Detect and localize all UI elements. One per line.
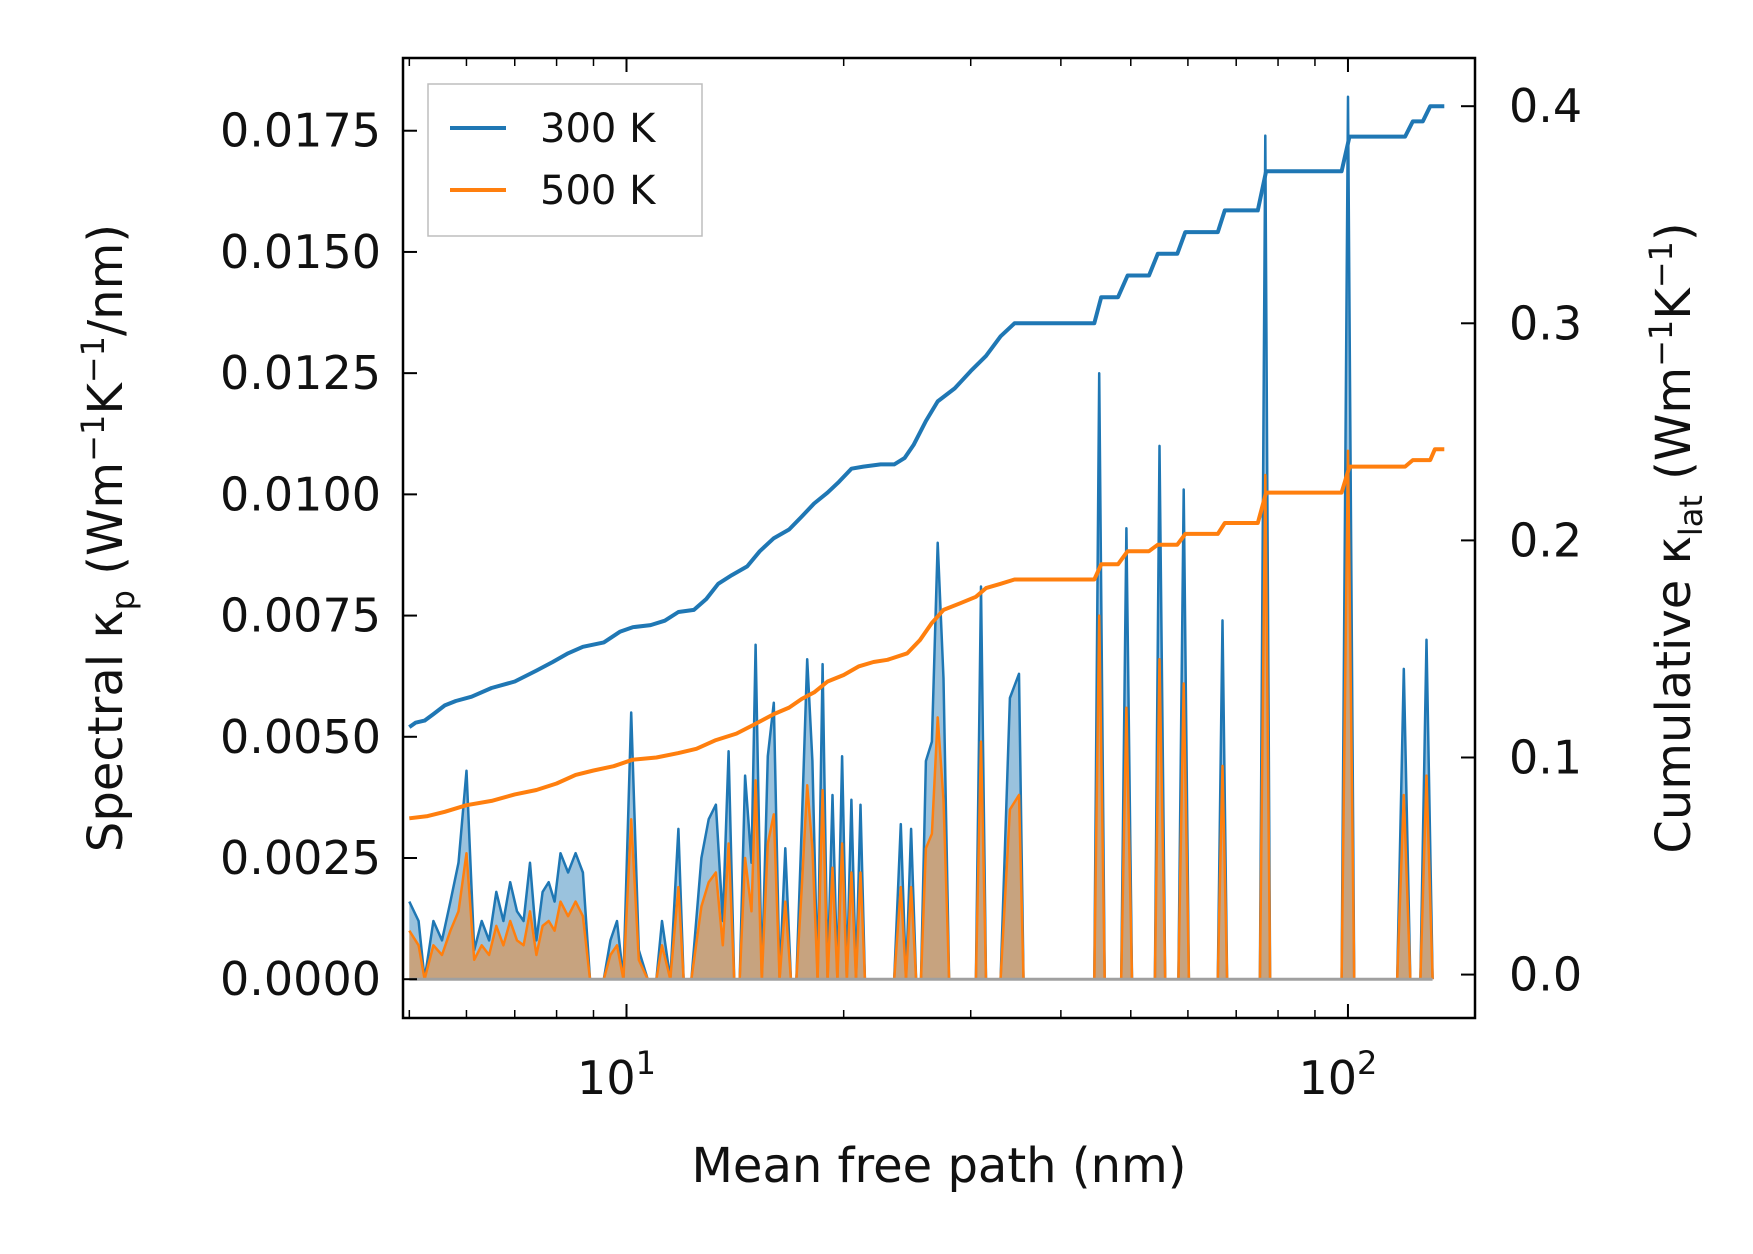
right-axis-label-unit1: (Wm [1646, 367, 1702, 495]
plot-frame [401, 56, 1477, 1020]
legend-label-300k: 300 K [540, 106, 657, 152]
left-y-tick-label: 0.0075 [220, 589, 381, 643]
right-axis-label-main: Cumulative κ [1646, 536, 1702, 854]
left-axis-label-unit1: (Wm [78, 462, 134, 590]
cumulative-layer [408, 104, 1445, 821]
right-axis-label-sup1: −1 [1642, 320, 1680, 367]
ticks-layer: 0.00000.00250.00500.00750.01000.01250.01… [220, 58, 1582, 1105]
spectral-line-500k [408, 449, 1434, 981]
right-y-tick-label: 0.2 [1509, 513, 1582, 567]
right-axis-label: Cumulative κlat (Wm−1K−1) [1642, 222, 1710, 853]
left-y-tick-label: 0.0000 [220, 952, 381, 1006]
x-tick-label-base: 10 [1299, 1051, 1358, 1105]
cumulative-line-300k [408, 104, 1445, 729]
left-y-tick-label: 0.0025 [220, 831, 381, 885]
right-axis-label-unit3: ) [1646, 222, 1702, 241]
x-tick-label: 101 [577, 1044, 656, 1105]
right-y-tick-label: 0.3 [1509, 296, 1582, 350]
left-y-tick-label: 0.0150 [220, 225, 381, 279]
left-axis-label-sub: p [104, 590, 142, 610]
right-axis-label-sub: lat [1672, 495, 1710, 536]
left-y-tick-label: 0.0050 [220, 710, 381, 764]
left-axis-label-unit3: /nm) [78, 224, 134, 336]
right-y-tick-label: 0.0 [1509, 948, 1582, 1002]
left-axis-label: Spectral κp (Wm−1K−1/nm) [74, 224, 142, 852]
left-axis-label-sup1: −1 [74, 415, 112, 462]
x-axis-label: Mean free path (nm) [692, 1138, 1187, 1194]
legend-label-500k: 500 K [540, 168, 657, 214]
left-y-tick-label: 0.0100 [220, 467, 381, 521]
left-axis-label-sup2: −1 [74, 336, 112, 383]
left-axis-label-unit2: K [78, 382, 134, 415]
cumulative-line-500k [409, 447, 1445, 821]
right-y-tick-label: 0.4 [1509, 79, 1582, 133]
right-y-tick-label: 0.1 [1509, 730, 1582, 784]
left-y-tick-label: 0.0125 [220, 346, 381, 400]
x-tick-label: 102 [1299, 1044, 1378, 1105]
left-y-tick-label: 0.0175 [220, 104, 381, 158]
x-tick-label-exp: 1 [636, 1044, 656, 1082]
left-axis-label-main: Spectral κ [78, 610, 134, 852]
x-tick-label-base: 10 [577, 1051, 636, 1105]
right-axis-label-sup2: −1 [1642, 241, 1680, 288]
spectral-layer [408, 95, 1434, 981]
right-axis-label-unit2: K [1646, 287, 1702, 320]
legend: 300 K 500 K [427, 83, 703, 237]
legend-box [427, 83, 703, 237]
x-tick-label-exp: 2 [1357, 1044, 1377, 1082]
